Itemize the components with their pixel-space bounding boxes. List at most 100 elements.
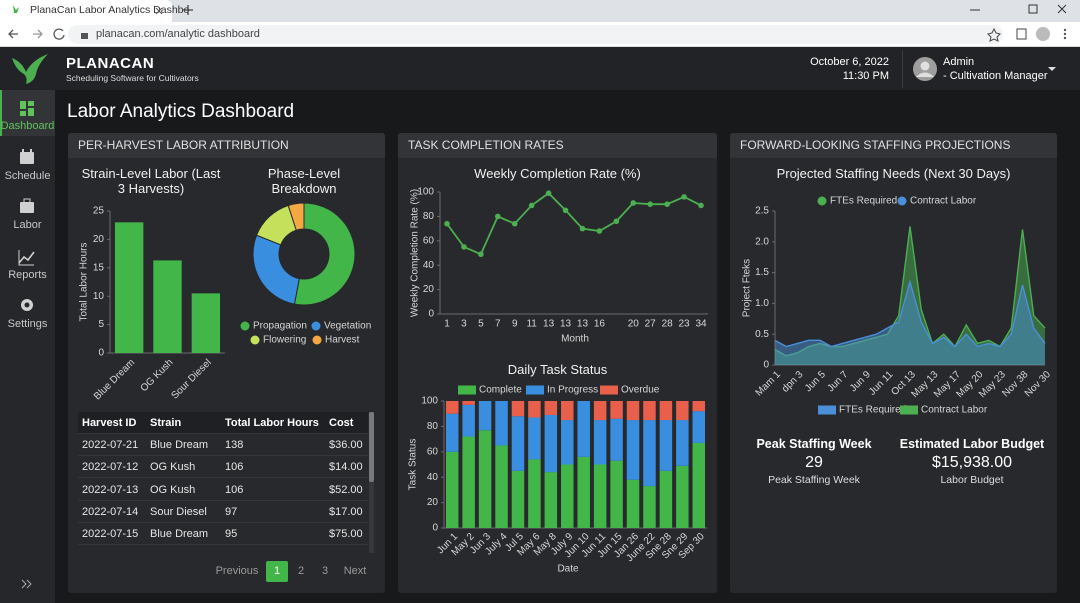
column-header: Total Labor Hours (225, 417, 319, 429)
table-cell: 2022-07-14 (82, 505, 139, 518)
back[interactable] (8, 29, 18, 39)
table-row: 2022-07-14 Sour Diesel 97 $17.00 (78, 501, 368, 523)
column-header: Cost (329, 417, 354, 429)
table-cell: 138 (225, 439, 244, 451)
table-cell: $75.00 (329, 528, 363, 541)
sidebar-icons (18, 101, 35, 589)
table-cell: $36.00 (329, 439, 363, 451)
nav-item[interactable]: Labor (13, 219, 42, 231)
table-cell: 95 (225, 528, 238, 541)
tab-close[interactable] (155, 7, 163, 15)
page-button[interactable]: 1 (266, 561, 288, 582)
table-cell: Blue Dream (150, 528, 209, 541)
table-row: 2022-07-13 OG Kush 106 $52.00 (78, 479, 368, 501)
table-cell: $14.00 (329, 461, 363, 474)
chart-title: Strain-Level Labor (Last 3 Harvests) (81, 166, 221, 196)
table-cell: 106 (225, 483, 244, 496)
stat: Peak Staffing Week 29 Peak Staffing Week (724, 437, 904, 486)
page-button[interactable]: 3 (321, 565, 329, 577)
table-cell: Sour Diesel (150, 505, 207, 518)
icon-settings (21, 299, 33, 311)
panel-title: TASK COMPLETION RATES (398, 133, 717, 158)
stat-title: Peak Staffing Week (756, 437, 872, 451)
divider (902, 50, 903, 88)
icon-dashboard (20, 101, 34, 116)
table: Harvest ID Strain Total Labor Hours Cost 202… (78, 412, 368, 553)
column-header: Strain (150, 417, 182, 429)
table-row: 2022-07-12 OG Kush 106 $14.00 (78, 456, 368, 479)
nav-item[interactable]: Schedule (4, 169, 51, 182)
user-role: - Cultivation Manager (943, 70, 1048, 82)
close[interactable] (1057, 4, 1067, 14)
stat-title: Estimated Labor Budget (899, 437, 1045, 451)
sidebar: Dashboard Schedule Labor Reports Settings (0, 90, 55, 603)
stat-value: 29 (805, 454, 823, 471)
table-cell: 2022-07-15 (82, 528, 139, 541)
url: planacan.com/analytic dashboard (96, 28, 260, 40)
user-name: Admin (943, 56, 975, 68)
tab-bar (0, 0, 1080, 22)
chart-title: Daily Task Status (507, 362, 608, 377)
icon-labor (20, 198, 34, 213)
nav-item[interactable]: Reports (8, 268, 47, 281)
table-cell: $17.00 (329, 505, 363, 518)
stat-value: $15,938.00 (931, 454, 1013, 471)
date: October 6, 2022 (810, 56, 889, 68)
sidebar-toggle[interactable] (1016, 28, 1027, 40)
chart-title: Weekly Completion Rate (%) (474, 166, 641, 181)
table-cell: 2022-07-13 (82, 483, 139, 496)
maximize[interactable] (1028, 4, 1038, 14)
browser-tab[interactable] (0, 0, 172, 22)
reload[interactable] (53, 28, 65, 40)
icon-reports (18, 250, 35, 266)
brand: PLANACAN (66, 55, 155, 72)
table-cell: OG Kush (150, 483, 196, 496)
panel: PER-HARVEST LABOR ATTRIBUTION (68, 133, 385, 593)
stat-caption: Labor Budget (940, 474, 1004, 486)
app-header (0, 47, 1080, 90)
panel-title: PER-HARVEST LABOR ATTRIBUTION (68, 133, 385, 158)
scrollbar[interactable] (369, 412, 374, 553)
favicon (13, 5, 19, 13)
table-cell: OG Kush (150, 461, 196, 474)
nav-item[interactable]: Settings (7, 318, 48, 330)
table-cell: $52.00 (329, 483, 363, 496)
stat-caption: Peak Staffing Week (768, 474, 860, 486)
table-row: 2022-07-21 Blue Dream 138 $36.00 (78, 434, 368, 456)
icon-schedule (20, 149, 34, 164)
profile[interactable] (1036, 27, 1050, 41)
chart-title: Projected Staffing Needs (Next 30 Days) (776, 166, 1011, 181)
pagination-previous[interactable]: Previous (215, 565, 259, 577)
scroll-thumb[interactable] (369, 412, 374, 482)
lock (81, 33, 88, 39)
table-cell: 106 (225, 461, 244, 474)
browser-icons (8, 4, 1067, 42)
column-header: Harvest ID (82, 417, 137, 429)
nav-item[interactable]: Dashboard (0, 120, 55, 132)
new-tab[interactable] (183, 5, 193, 15)
collapse[interactable] (21, 579, 32, 589)
tab-title: PlanaCan Labor Analytics Dashbo (30, 4, 190, 16)
stat: Estimated Labor Budget $15,938.00 Labor … (882, 437, 1062, 486)
logo (12, 54, 48, 84)
panel-title: FORWARD-LOOKING STAFFING PROJECTIONS (730, 133, 1057, 158)
table-cell: 97 (225, 505, 238, 518)
page-button[interactable]: 2 (297, 565, 305, 577)
chart-title: Phase-Level Breakdown (267, 166, 341, 196)
table-cell: 2022-07-21 (82, 439, 139, 451)
page-title: Labor Analytics Dashboard (67, 101, 295, 122)
tagline: Scheduling Software for Cultivators (66, 73, 199, 83)
active-highlight (0, 90, 55, 136)
table-header: Harvest ID Strain Total Labor Hours Cost (78, 412, 368, 434)
time: 11:30 PM (842, 70, 889, 82)
user-menu[interactable] (911, 56, 1071, 84)
table-cell: 2022-07-12 (82, 461, 139, 474)
panel: FORWARD-LOOKING STAFFING PROJECTIONS (730, 133, 1057, 593)
table-row: 2022-07-15 Blue Dream 95 $75.00 (78, 523, 368, 546)
url-field[interactable] (68, 25, 1003, 44)
pagination-next[interactable]: Next (343, 565, 367, 577)
forward[interactable] (33, 29, 43, 39)
table-cell: Blue Dream (150, 439, 209, 451)
bookmark[interactable] (987, 27, 1001, 42)
